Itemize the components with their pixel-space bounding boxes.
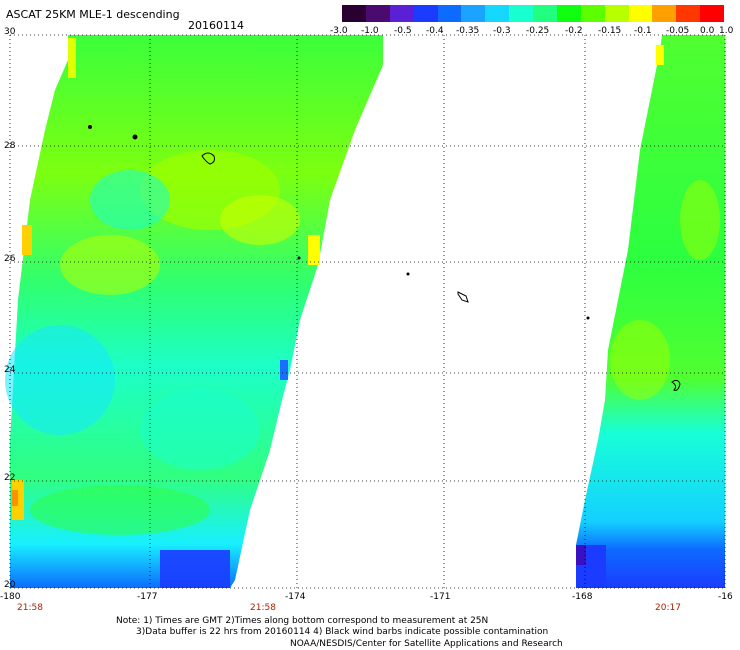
color-scale-swatch — [604, 5, 629, 22]
note-line-1: Note: 1) Times are GMT 2)Times along bot… — [116, 616, 489, 626]
scale-label: -0.35 — [456, 26, 480, 36]
scale-label: -0.1 — [634, 26, 652, 36]
swath-feature — [610, 320, 670, 400]
lon-label: -180 — [0, 592, 21, 602]
scale-label: -0.3 — [493, 26, 511, 36]
swath-time-label: 21:58 — [17, 603, 43, 613]
color-scale-swatch — [413, 5, 438, 22]
lon-label: -16 — [718, 592, 733, 602]
lat-label: 20 — [4, 580, 16, 590]
scale-label: -0.2 — [565, 26, 583, 36]
scale-label: -0.25 — [526, 26, 550, 36]
color-scale-swatch — [556, 5, 581, 22]
lon-label: -174 — [285, 592, 306, 602]
scale-label: -0.4 — [426, 26, 444, 36]
island-outlines — [88, 125, 681, 391]
color-scale-swatch — [533, 5, 557, 22]
product-date: 20160114 — [188, 19, 244, 32]
scale-label: -1.0 — [361, 26, 379, 36]
swath-feature — [140, 390, 260, 470]
swath-feature — [308, 235, 320, 265]
color-scale-swatch — [389, 5, 414, 22]
right-swath — [576, 35, 725, 588]
color-scale-swatch — [628, 5, 653, 22]
color-scale-swatch — [342, 5, 366, 22]
swath-feature — [22, 225, 32, 255]
scale-label: -0.05 — [666, 26, 690, 36]
color-scale-bar — [342, 5, 724, 22]
color-scale-swatch — [461, 5, 486, 22]
lat-label: 24 — [4, 365, 16, 375]
left-swath — [10, 35, 383, 588]
color-scale-swatch — [652, 5, 677, 22]
swath-time-label: 20:17 — [655, 603, 681, 613]
lon-label: -177 — [137, 592, 158, 602]
lat-label: 28 — [4, 141, 16, 151]
swath-feature — [30, 485, 210, 535]
product-title: ASCAT 25KM MLE-1 descending — [6, 8, 180, 21]
scale-label: -3.0 — [330, 26, 348, 36]
scale-label: 0.0 — [700, 26, 715, 36]
scale-label: 1.0 — [719, 26, 734, 36]
swath-feature — [656, 45, 664, 65]
swath-feature — [68, 38, 76, 78]
swath-feature — [280, 360, 288, 380]
lat-label: 26 — [4, 254, 16, 264]
notes-text: Note: 1) Times are GMT 2)Times along bot… — [116, 616, 548, 638]
color-scale-swatch — [700, 5, 724, 22]
swath-time-label: 21:58 — [250, 603, 276, 613]
swath-feature — [12, 490, 18, 506]
color-scale-swatch — [485, 5, 510, 22]
color-scale-labels: -3.0 -1.0 -0.5 -0.4 -0.35 -0.3 -0.25 -0.… — [330, 26, 735, 40]
swath-feature — [680, 180, 720, 260]
lon-label: -168 — [572, 592, 593, 602]
graticule — [9, 34, 726, 589]
color-scale-swatch — [676, 5, 701, 22]
note-line-2: 3)Data buffer is 22 hrs from 20160114 4)… — [136, 627, 549, 637]
swath-feature — [90, 170, 170, 230]
swath-feature — [160, 550, 230, 588]
swath-feature — [5, 325, 115, 435]
lon-label: -171 — [430, 592, 451, 602]
scale-label: -0.15 — [598, 26, 622, 36]
color-scale-swatch — [437, 5, 462, 22]
color-scale-swatch — [580, 5, 605, 22]
swath-feature — [576, 545, 586, 565]
credit-text: NOAA/NESDIS/Center for Satellite Applica… — [290, 639, 563, 649]
color-scale-swatch — [509, 5, 533, 22]
lat-label: 22 — [4, 473, 16, 483]
swath-feature — [60, 235, 160, 295]
swath-feature — [220, 195, 300, 245]
scale-label: -0.5 — [394, 26, 412, 36]
lat-label: 30 — [4, 27, 16, 37]
color-scale-swatch — [365, 5, 390, 22]
